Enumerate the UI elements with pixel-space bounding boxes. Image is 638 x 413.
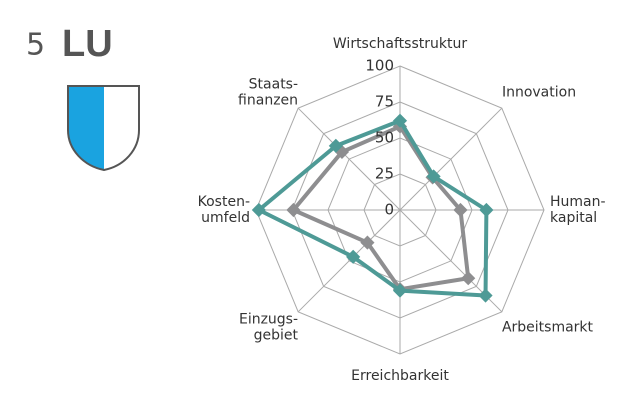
data-point [328, 138, 343, 153]
spoke [399, 107, 503, 211]
axis-label: Kosten-umfeld [198, 194, 250, 226]
canton-code: LU [62, 23, 113, 65]
axis-label: Wirtschaftsstruktur [333, 36, 467, 52]
data-point [479, 202, 494, 218]
data-point [286, 202, 301, 218]
axis-label: Innovation [502, 85, 576, 101]
r-tick-label: 50 [375, 129, 394, 147]
spoke [297, 209, 401, 313]
data-point [392, 283, 408, 298]
axis-label: Einzugs-gebiet [239, 311, 299, 343]
r-tick-label: 75 [375, 93, 394, 111]
spoke [297, 107, 401, 211]
data-point [478, 288, 493, 303]
axis-label: Arbeitsmarkt [502, 319, 594, 335]
data-point [392, 113, 408, 128]
data-point [251, 202, 266, 218]
data-point [453, 202, 468, 218]
axis-label: Erreichbarkeit [351, 368, 449, 384]
r-tick-label: 100 [365, 57, 394, 75]
data-point [426, 169, 441, 184]
rank: 5 [26, 28, 45, 63]
coat-of-arms [67, 85, 140, 172]
axis-label: Human-kapital [550, 194, 606, 226]
data-point [461, 271, 476, 286]
r-tick-label: 0 [384, 201, 394, 219]
data-point [360, 235, 375, 250]
axis-label: Staats-finanzen [238, 77, 298, 109]
r-tick-label: 25 [375, 165, 394, 183]
